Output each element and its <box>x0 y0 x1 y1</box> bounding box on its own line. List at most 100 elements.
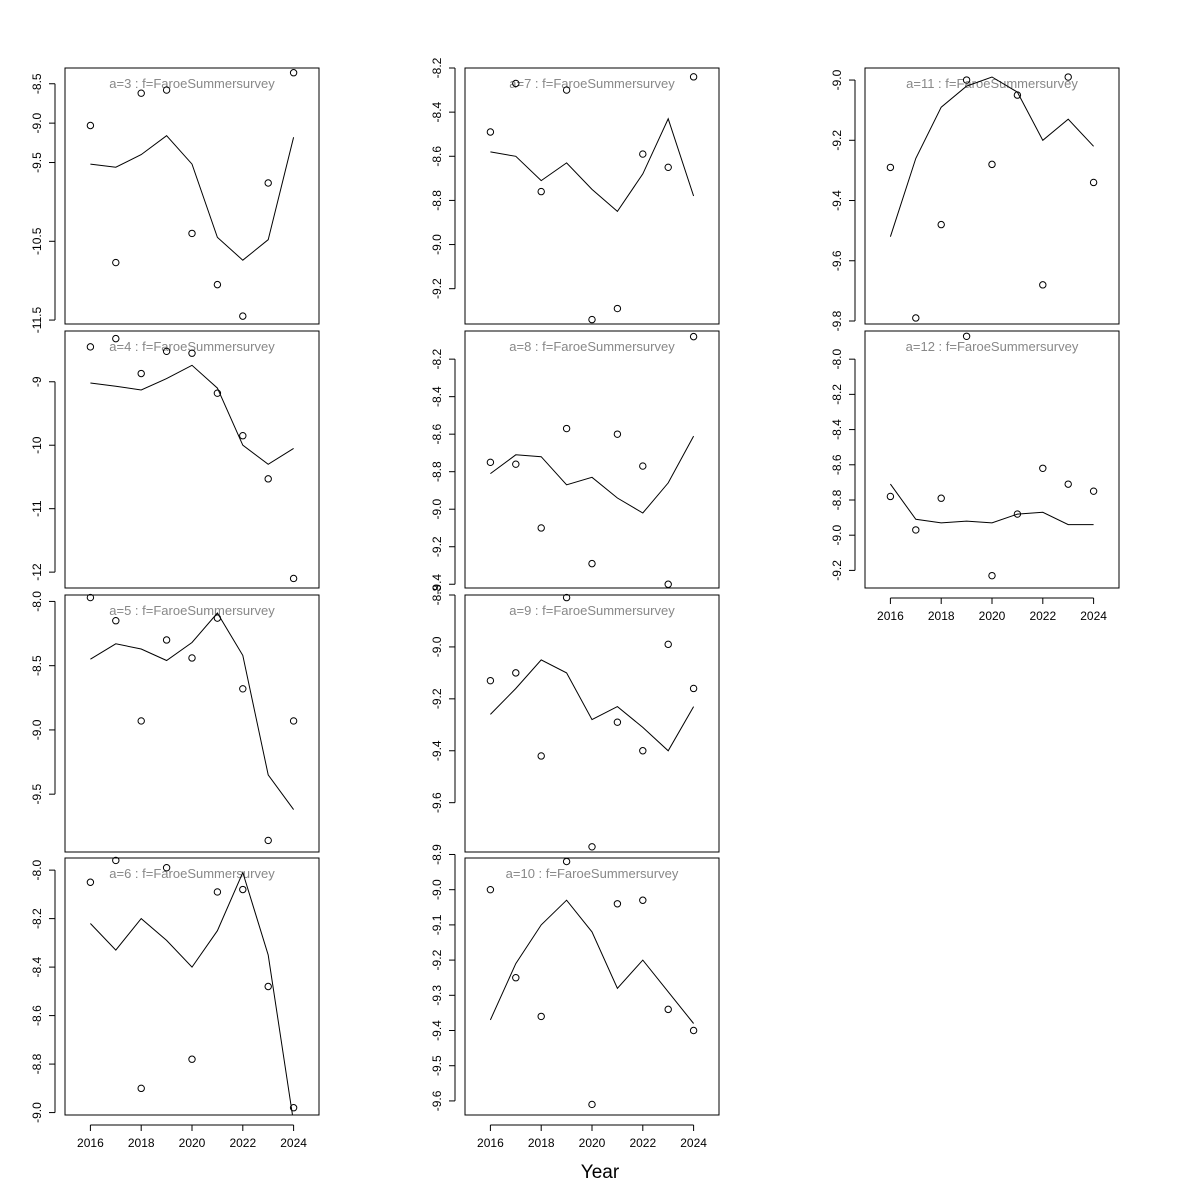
y-tick-label: -9.6 <box>430 792 444 813</box>
observed-point <box>562 424 571 433</box>
panel-title: a=5 : f=FaroeSummersurvey <box>109 603 275 618</box>
observed-point <box>613 718 622 726</box>
y-tick-label: -10 <box>30 436 44 454</box>
y-tick-label: -8.8 <box>430 584 444 605</box>
observed-point <box>664 580 672 588</box>
y-tick-label: -9.0 <box>830 69 844 90</box>
figure-xlabel: Year <box>581 1162 620 1183</box>
x-tick-label: 2020 <box>579 1136 606 1150</box>
observed-point <box>1013 510 1022 518</box>
y-tick-label: -9.4 <box>430 574 444 595</box>
y-tick-label: -8.6 <box>430 146 444 167</box>
x-tick-label: 2024 <box>1080 609 1107 623</box>
y-tick-label: -8.6 <box>830 454 844 475</box>
observed-point <box>588 559 596 568</box>
observed-point <box>112 856 120 865</box>
panel-title: a=10 : f=FaroeSummersurvey <box>506 866 679 881</box>
observed-point <box>86 593 95 602</box>
x-tick-label: 2024 <box>280 1136 307 1150</box>
observed-point <box>213 614 222 622</box>
plot-frame <box>864 67 1120 325</box>
y-tick-label: -8.8 <box>830 489 844 510</box>
y-tick-label: -9.2 <box>830 130 844 151</box>
fitted-line <box>490 659 695 752</box>
fitted-line <box>889 76 1094 237</box>
observed-point <box>1039 281 1047 289</box>
x-tick-label: 2022 <box>1029 609 1056 623</box>
observed-point <box>639 896 647 904</box>
y-tick-label: -8.4 <box>430 101 444 122</box>
y-tick-label: -9.4 <box>430 1020 444 1041</box>
y-tick-label: -9.5 <box>30 784 44 805</box>
observed-point <box>588 315 596 324</box>
observed-point <box>162 347 171 356</box>
observed-point <box>639 150 647 158</box>
x-tick-label: 2016 <box>477 1136 504 1150</box>
panel-9: a=11 : f=FaroeSummersurvey -9.0 -9.2 -9.4 -9… <box>830 67 1120 331</box>
y-tick-label: -9.2 <box>430 949 444 970</box>
y-tick-label: -10.5 <box>30 227 44 255</box>
observed-point <box>912 526 920 534</box>
panel-8: a=10 : f=FaroeSummersurvey -8.9 -9.0 -9.1 -9… <box>430 844 720 1150</box>
x-tick-label: 2018 <box>128 1136 155 1150</box>
observed-point <box>689 332 698 341</box>
observed-point <box>239 685 247 693</box>
plot-frame <box>464 67 720 325</box>
observed-point <box>664 640 672 649</box>
y-tick-label: -9.2 <box>430 688 444 709</box>
panel-title: a=7 : f=FaroeSummersurvey <box>509 76 675 91</box>
y-tick-label: -9.3 <box>430 985 444 1006</box>
observed-point <box>188 1055 196 1063</box>
panel-title: a=8 : f=FaroeSummersurvey <box>509 339 675 354</box>
observed-point <box>537 187 545 196</box>
observed-point <box>613 304 622 313</box>
observed-point <box>912 314 920 322</box>
observed-point <box>962 332 971 340</box>
observed-point <box>664 163 672 172</box>
observed-point <box>1013 91 1022 99</box>
plot-frame <box>64 67 320 325</box>
observed-point <box>137 369 145 378</box>
plot-frame <box>464 594 720 853</box>
observed-point <box>486 458 495 467</box>
observed-point <box>213 389 222 397</box>
panel-4: a=6 : f=FaroeSummersurvey -8.0 -8.2 -8.4 -8.… <box>30 856 320 1150</box>
y-tick-label: -8.2 <box>830 384 844 405</box>
observed-point <box>86 343 95 351</box>
y-tick-label: -12 <box>30 563 44 581</box>
observed-point <box>1064 480 1072 488</box>
y-tick-label: -11 <box>30 500 44 517</box>
panel-5: a=7 : f=FaroeSummersurvey -8.2 -8.4 -8.6 -8.… <box>430 57 720 325</box>
observed-point <box>1064 73 1072 81</box>
observed-point <box>86 121 95 130</box>
x-tick-label: 2018 <box>528 1136 555 1150</box>
panel-1: a=3 : f=FaroeSummersurvey -8.5 -9.0 -9.5 -10… <box>30 67 320 333</box>
observed-point <box>112 617 120 625</box>
fitted-line <box>90 364 294 465</box>
fitted-line <box>889 483 1094 526</box>
y-tick-label: -8.0 <box>30 591 44 612</box>
y-tick-label: -8.8 <box>430 461 444 482</box>
observed-point <box>664 1005 672 1014</box>
panels-group: a=3 : f=FaroeSummersurvey -8.5 -9.0 -9.5 -10… <box>30 57 1120 1150</box>
y-tick-label: -8.2 <box>430 57 444 78</box>
observed-point <box>613 430 622 438</box>
observed-point <box>512 669 520 677</box>
observed-point <box>562 593 571 602</box>
observed-point <box>937 494 945 502</box>
y-tick-label: -9.6 <box>830 250 844 271</box>
panel-title: a=3 : f=FaroeSummersurvey <box>109 76 275 91</box>
fitted-line <box>90 871 293 1115</box>
fitted-line <box>90 612 295 810</box>
observed-point <box>639 747 647 755</box>
observed-point <box>588 843 596 851</box>
panel-title: a=12 : f=FaroeSummersurvey <box>906 339 1079 354</box>
observed-point <box>188 229 196 238</box>
observed-point <box>512 79 520 88</box>
observed-point <box>962 76 971 84</box>
y-tick-label: -9.0 <box>830 525 844 546</box>
observed-point <box>689 684 698 693</box>
plot-frame <box>64 594 320 853</box>
panel-3: a=5 : f=FaroeSummersurvey -8.0 -8.5 -9.0 -9.… <box>30 591 320 853</box>
y-tick-label: -9.5 <box>430 1055 444 1076</box>
